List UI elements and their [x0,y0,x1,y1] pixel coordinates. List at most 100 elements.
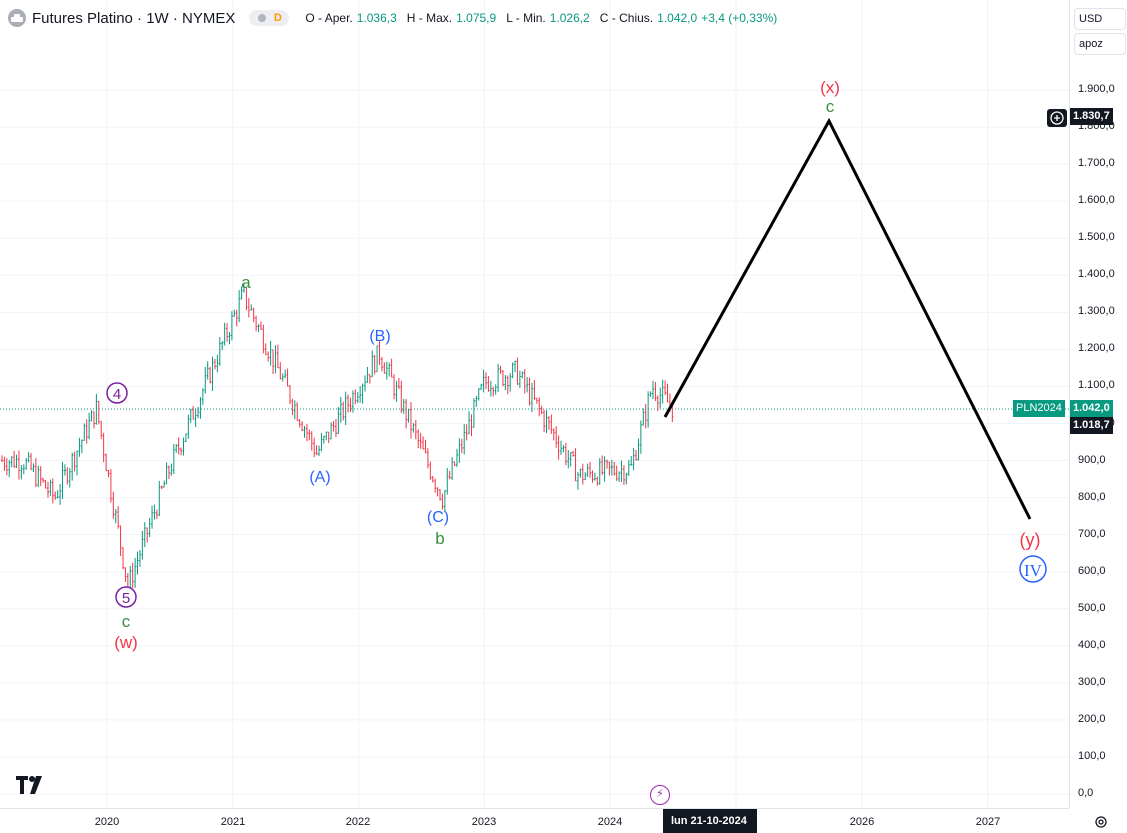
ohlc-bar [56,490,59,499]
ohlc-bar [521,371,524,379]
ohlc-bar [250,304,253,311]
close-label: C - Chius. [599,11,654,25]
symbol-tag: PLN2024 [1013,400,1065,417]
ohlc-bar [489,381,492,397]
gear-icon[interactable] [1093,814,1109,830]
symbol-icon[interactable] [8,9,26,27]
ohlc-bar [477,388,480,401]
price-tick: 1.200,0 [1078,342,1115,355]
crosshair-price-tag: 1.830,7 [1070,108,1113,125]
ohlc-bar [284,369,287,379]
chart-area[interactable]: a 4 5 c (w) (A) (B) (C) b (x) c (y) IV F… [0,0,1069,808]
ohlc-bar [83,423,86,441]
ohlc-bar [182,437,185,456]
ohlc-bar [538,397,541,417]
ohlc-bar [293,400,296,420]
price-tick: 300,0 [1078,675,1106,688]
ohlc-bar [596,476,599,486]
high-label: H - Max. [406,11,453,25]
ohlc-bar [51,478,54,504]
ohlc-bar [272,349,275,375]
ohlc-bar [414,419,417,440]
ohlc-bar [666,383,669,403]
ohlc-bar [654,382,657,402]
projection-path [663,117,1032,520]
wave-label-c-low: c [122,612,131,631]
wave-label-y: (y) [1020,530,1041,550]
ohlc-bar [426,448,429,469]
scale-mode-button[interactable]: apoz [1074,33,1126,55]
ohlc-bar [153,504,156,520]
year-tick: 2021 [220,816,246,828]
ohlc-bar [339,397,342,423]
price-tick: 1.600,0 [1078,194,1115,207]
ohlc-bar [30,453,33,471]
ohlc-bar [218,337,221,366]
ohlc-bar [327,431,330,443]
ohlc-bar [356,392,359,403]
ohlc-bar [8,459,11,478]
ohlc-bar [509,373,512,392]
ohlc-bar [243,284,245,293]
price-tick: 500,0 [1078,601,1106,614]
ohlc-bar [647,391,650,428]
ohlc-bar [78,437,81,457]
currency-button[interactable]: USD [1074,8,1126,30]
ohlc-bar [71,452,74,481]
ohlc-bar [213,358,216,370]
open-value: 1.036,3 [356,11,397,25]
ohlc-bar [608,461,611,476]
symbol-title[interactable]: Futures Platino · 1W · NYMEX [32,9,236,27]
ohlc-bar [315,445,318,455]
ohlc-bar [511,362,514,379]
ohlc-bar [383,362,386,374]
ohlc-bar [540,405,543,415]
price-tick: 1.400,0 [1078,268,1115,281]
ohlc-bar [380,356,383,372]
ohlc-bar [347,394,350,413]
crosshair-date-label: lun 21-10-2024 [663,809,757,833]
ohlc-bar [475,395,478,407]
ohlc-bar [630,455,633,466]
year-tick: 2023 [471,816,497,828]
price-chart[interactable]: a 4 5 c (w) (A) (B) (C) b (x) c (y) IV [0,0,1069,808]
ohlc-bar [334,419,337,438]
ohlc-bar [526,377,529,393]
ohlc-bar [197,407,200,419]
time-axis[interactable]: 2020 2021 2022 2023 2024 2026 2027 lun 2… [0,808,1069,833]
year-tick: 2022 [345,816,371,828]
ohlc-bar [15,454,18,469]
candles [1,284,674,593]
ohlc-bar [574,448,577,482]
ohlc-bar [100,421,103,439]
ohlc-bar [313,437,316,458]
ohlc-bar [274,345,277,374]
ohlc-bar [187,414,190,439]
ohlc-bar [400,380,403,413]
wave-label-a: a [241,273,251,292]
ohlc-bar [368,374,371,384]
eye-icon [257,11,267,26]
ohlc-bar [516,357,519,385]
ohlc-bar [543,409,546,433]
lightning-icon[interactable]: ⚡ [650,785,670,805]
year-tick: 2026 [849,816,875,828]
ohlc-bar [136,551,139,575]
ohlc-bar [170,463,173,476]
ohlc-bar [472,398,475,428]
ohlc-bar [591,470,594,483]
grid [0,0,1069,808]
price-tick: 400,0 [1078,638,1106,651]
add-alert-button[interactable] [1047,109,1067,127]
visibility-badge[interactable]: D [249,10,290,26]
tradingview-logo[interactable] [16,776,46,794]
ohlc-bar [25,457,28,470]
wave-label-A: (A) [309,469,330,486]
ohlc-bar [388,362,391,377]
ohlc-bar [230,311,233,341]
ohlc-bar [238,290,241,323]
ohlc-bar [342,401,345,421]
ohlc-bar [305,424,308,442]
ohlc-bar [482,369,485,393]
ohlc-bar [468,411,471,435]
